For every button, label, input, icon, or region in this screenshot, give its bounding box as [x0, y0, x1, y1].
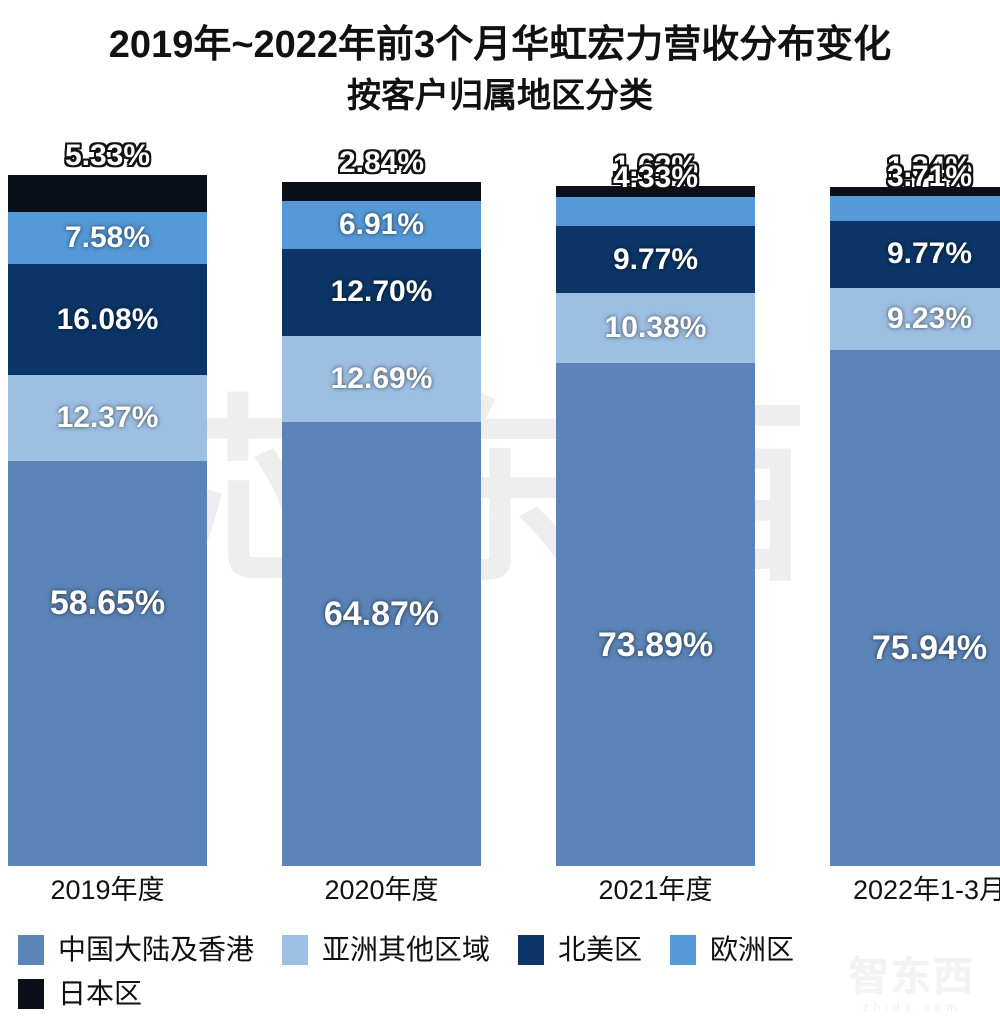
segment-value-label: 7.58%	[64, 220, 151, 254]
legend-label: 中国大陆及香港	[58, 934, 255, 965]
legend-item[interactable]: 日本区	[18, 979, 142, 1009]
bar-stack[interactable]: 5.33% 7.58% 16.08% 12.37% 58.65%	[8, 141, 207, 866]
legend-label: 北美区	[558, 934, 643, 965]
segment-value-label: 3.71%	[886, 160, 973, 194]
x-axis-tick: 2020年度	[324, 875, 439, 905]
legend-swatch-icon	[282, 935, 309, 965]
segment-value-label: 10.38%	[604, 311, 707, 345]
x-axis-tick: 2021年度	[598, 875, 713, 905]
logo-text: 智东西	[849, 955, 975, 999]
bar-segment[interactable]: 4.33%	[556, 163, 755, 227]
bar-segment[interactable]: 9.77%	[830, 221, 1000, 288]
bar: 5.33% 7.58% 16.08% 12.37% 58.65%	[8, 141, 207, 866]
bar-segment[interactable]: 9.77%	[556, 226, 755, 293]
segment-value-label: 12.69%	[330, 361, 433, 395]
x-axis-tick: 2019年度	[50, 875, 165, 905]
legend-row: 日本区	[18, 972, 982, 1016]
bar-segment[interactable]: 64.87%	[282, 422, 481, 866]
chart-legend: 中国大陆及香港 亚洲其他区域 北美区 欧洲区日本区	[18, 928, 982, 1016]
legend-swatch-icon	[18, 935, 44, 965]
segment-value-label: 9.77%	[612, 242, 699, 276]
legend-item[interactable]: 中国大陆及香港	[18, 935, 254, 965]
segment-value-label: 12.37%	[56, 400, 159, 434]
bar-stack[interactable]: 1.34% 3.71% 9.77% 9.23% 75.94%	[830, 153, 1000, 866]
bar-segment[interactable]: 2.84%	[282, 148, 481, 202]
legend-label: 亚洲其他区域	[322, 934, 491, 965]
bar-segment[interactable]: 58.65%	[8, 460, 207, 866]
bar-segment[interactable]: 12.69%	[282, 335, 481, 423]
bar-segment[interactable]: 1.62%	[556, 152, 755, 198]
segment-value-label: 1.34%	[886, 151, 973, 184]
bar-segment[interactable]: 5.33%	[8, 141, 207, 212]
legend-swatch-icon	[18, 979, 44, 1009]
segment-value-label: 6.91%	[338, 208, 425, 242]
x-axis-tick: 2022年1-3月	[852, 875, 1000, 905]
legend-row: 中国大陆及香港 亚洲其他区域 北美区 欧洲区	[18, 928, 982, 972]
segment-value-label: 64.87%	[323, 595, 440, 634]
segment-value-label: 9.77%	[886, 237, 973, 271]
bar-stack[interactable]: 1.62% 4.33% 9.77% 10.38% 73.89%	[556, 152, 755, 866]
bar: 1.34% 3.71% 9.77% 9.23% 75.94%	[830, 153, 1000, 866]
bar-segment[interactable]: 6.91%	[282, 201, 481, 249]
legend-swatch-icon	[518, 935, 545, 965]
legend-swatch-icon	[670, 935, 697, 965]
segment-value-label: 73.89%	[597, 625, 714, 664]
bar: 2.84% 6.91% 12.70% 12.69% 64.87%	[282, 148, 481, 866]
legend-label: 日本区	[58, 978, 143, 1009]
zhidx-logo-watermark: 智东西 zhidx.com	[832, 954, 992, 1030]
bar-segment[interactable]: 12.70%	[282, 248, 481, 336]
bar-segment[interactable]: 3.71%	[830, 162, 1000, 222]
bar-segment[interactable]: 16.08%	[8, 264, 207, 376]
segment-value-label: 16.08%	[56, 302, 159, 336]
bar-segment[interactable]: 73.89%	[556, 363, 755, 866]
segment-value-label: 58.65%	[49, 584, 166, 623]
legend-item[interactable]: 北美区	[518, 935, 642, 965]
segment-value-label: 75.94%	[871, 629, 988, 668]
segment-value-label: 9.23%	[886, 301, 973, 335]
legend-label: 欧洲区	[710, 934, 795, 965]
x-axis-labels: 2019年度 2020年度 2021年度 2022年1-3月	[0, 868, 1000, 914]
bar-segment[interactable]: 1.34%	[830, 153, 1000, 197]
bar-segment[interactable]: 10.38%	[556, 292, 755, 364]
bar-stack[interactable]: 2.84% 6.91% 12.70% 12.69% 64.87%	[282, 148, 481, 866]
bar-segment[interactable]: 75.94%	[830, 350, 1000, 866]
bar-segment[interactable]: 12.37%	[8, 375, 207, 461]
legend-item[interactable]: 欧洲区	[670, 935, 794, 965]
legend-item[interactable]: 亚洲其他区域	[282, 935, 490, 965]
segment-value-label: 12.70%	[330, 275, 433, 309]
bar: 1.62% 4.33% 9.77% 10.38% 73.89%	[556, 152, 755, 866]
logo-domain: zhidx.com	[862, 1000, 962, 1014]
segment-value-label: 1.62%	[612, 150, 699, 183]
segment-value-label: 4.33%	[612, 161, 699, 195]
bar-segment[interactable]: 9.23%	[830, 287, 1000, 351]
bar-segment[interactable]: 7.58%	[8, 211, 207, 265]
segment-value-label: 2.84%	[338, 146, 425, 179]
segment-value-label: 5.33%	[64, 139, 151, 172]
